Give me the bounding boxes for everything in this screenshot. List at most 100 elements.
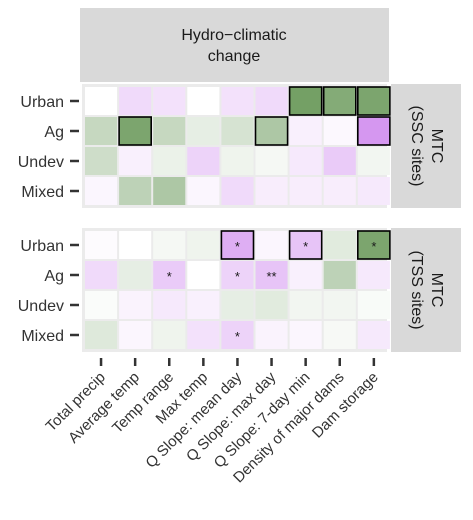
column-strip-label-line1: Hydro−climatic (181, 27, 286, 44)
heatmap-cell (323, 177, 356, 205)
heatmap-cell (119, 321, 152, 349)
panels: MTC(SSC sites)MTC(TSS sites)* * ** * *** (82, 84, 461, 352)
heatmap-cell (323, 147, 356, 175)
heatmap-cell (254, 116, 289, 146)
row-strip-label-2: MTC(TSS sites) (408, 250, 445, 329)
heatmap-cell (187, 231, 220, 259)
heatmap-cell (153, 87, 186, 115)
heatmap-cell (119, 177, 152, 205)
row-strip-label-line: MTC (428, 273, 445, 308)
heatmap-cell (85, 231, 118, 259)
heatmap-cell (221, 321, 254, 349)
heatmap-cell (153, 117, 186, 145)
y-tick-label: Mixed (21, 184, 64, 201)
heatmap-cell (255, 321, 288, 349)
heatmap-cell (221, 147, 254, 175)
heatmap-cell (221, 87, 254, 115)
heatmap-cell (288, 86, 323, 116)
heatmap-cell (289, 147, 322, 175)
heatmap-cell (153, 231, 186, 259)
heatmap-cell (356, 86, 391, 116)
heatmap-cell (85, 261, 118, 289)
heatmap-cell (187, 291, 220, 319)
heatmap-cell (85, 87, 118, 115)
heatmap-cell (322, 86, 357, 116)
heatmap-cell (323, 291, 356, 319)
y-tick-label: Urban (20, 238, 64, 255)
heatmap-cell (255, 261, 288, 289)
heatmap-cell (221, 291, 254, 319)
heatmap-cell (153, 291, 186, 319)
heatmap-cell (288, 230, 323, 260)
heatmap-cell (119, 291, 152, 319)
heatmap-cell (221, 177, 254, 205)
heatmap-cell (85, 147, 118, 175)
y-axis: Urban Ag Undev Mixed Urban Ag Undev Mixed (18, 94, 79, 345)
heatmap-cell (187, 261, 220, 289)
heatmap-cell (85, 321, 118, 349)
heatmap-cell (289, 117, 322, 145)
y-tick-label: Ag (44, 124, 64, 141)
heatmap-cell (187, 147, 220, 175)
heatmap-cell (220, 230, 255, 260)
significance-marker: * (371, 239, 376, 254)
heatmap-cell (85, 117, 118, 145)
heatmap-cell (357, 261, 390, 289)
significance-marker: ** (266, 269, 276, 284)
heatmap-cell (255, 87, 288, 115)
heatmap-cell (323, 231, 356, 259)
heatmap-cell (255, 291, 288, 319)
heatmap-cell (153, 261, 186, 289)
heatmap-cell (187, 321, 220, 349)
heatmap-cell (323, 117, 356, 145)
heatmap-cell (221, 117, 254, 145)
heatmap-cell (255, 147, 288, 175)
heatmap-cell (255, 177, 288, 205)
heatmap-cell (289, 177, 322, 205)
heatmap-cell (289, 321, 322, 349)
row-strip-label-line: (TSS sites) (408, 250, 425, 329)
column-strip-label-line2: change (208, 48, 261, 65)
y-tick-label: Urban (20, 94, 64, 111)
heatmap-cell (357, 291, 390, 319)
heatmap-cell (119, 231, 152, 259)
heatmap-cell (119, 261, 152, 289)
heatmap-cell (289, 261, 322, 289)
heatmap-cell (153, 147, 186, 175)
heatmap-cell (187, 117, 220, 145)
heatmap-cell (356, 116, 391, 146)
heatmap-cell (323, 261, 356, 289)
heatmap-cell (356, 230, 391, 260)
y-tick-label: Undev (18, 154, 64, 171)
significance-marker: * (167, 269, 172, 284)
heatmap-cell (187, 87, 220, 115)
y-tick-label: Undev (18, 298, 64, 315)
y-tick-label: Ag (44, 268, 64, 285)
row-strip-label-1: MTC(SSC sites) (408, 106, 445, 187)
row-strip-label-line: MTC (428, 129, 445, 164)
heatmap-cell (289, 291, 322, 319)
y-tick-label: Mixed (21, 328, 64, 345)
heatmap-cell (153, 177, 186, 205)
significance-marker: * (235, 329, 240, 344)
heatmap-cell (153, 321, 186, 349)
row-strip-label-line: (SSC sites) (408, 106, 425, 187)
heatmap-cell (357, 147, 390, 175)
heatmap-cell (85, 177, 118, 205)
significance-marker: * (235, 239, 240, 254)
heatmap-cell (119, 147, 152, 175)
heatmap-cell (357, 177, 390, 205)
row-strip-2 (391, 228, 461, 352)
heatmap-cell (357, 321, 390, 349)
heatmap-cell (221, 261, 254, 289)
heatmap-cell (118, 116, 152, 146)
column-strip (80, 8, 389, 82)
heatmap-cell (119, 87, 152, 115)
heatmap-cell (85, 291, 118, 319)
significance-marker: * (303, 239, 308, 254)
row-strip-1 (391, 84, 461, 208)
heatmap-cell (187, 177, 220, 205)
heatmap-cell (255, 231, 288, 259)
